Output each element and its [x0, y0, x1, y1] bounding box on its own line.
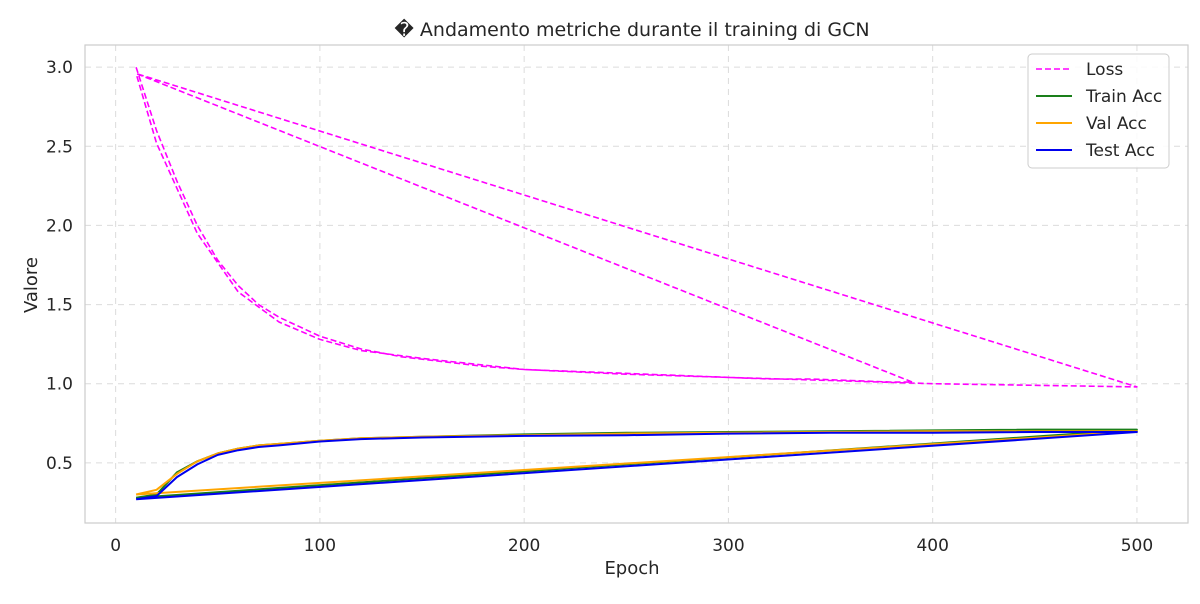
chart-title: � Andamento metriche durante il training… — [394, 18, 869, 41]
x-tick-label: 300 — [712, 536, 744, 556]
x-axis-label: Epoch — [604, 558, 659, 579]
legend-label-train-acc: Train Acc — [1085, 87, 1162, 107]
x-tick-labels: 0 100 200 300 400 500 — [110, 536, 1153, 556]
legend-box — [1027, 53, 1170, 169]
series-line-loss — [135, 66, 1138, 388]
y-axis-label: Valore — [21, 257, 42, 313]
legend: Loss Train Acc Val Acc Test Acc — [1027, 53, 1170, 169]
y-tick-label: 1.5 — [46, 296, 73, 316]
y-tick-label: 1.0 — [46, 375, 73, 395]
legend-label-test-acc: Test Acc — [1085, 141, 1155, 161]
plot-frame — [84, 44, 1189, 524]
series-lines — [135, 66, 1138, 501]
x-tick-label: 100 — [304, 536, 336, 556]
x-tick-label: 0 — [110, 536, 121, 556]
y-tick-label: 3.0 — [46, 58, 73, 78]
y-tick-labels: 0.5 1.0 1.5 2.0 2.5 3.0 — [46, 58, 73, 474]
series-line-test-acc — [135, 431, 1138, 501]
x-tick-label: 200 — [508, 536, 540, 556]
legend-label-val-acc: Val Acc — [1086, 114, 1147, 134]
y-tick-label: 0.5 — [46, 454, 73, 474]
x-tick-label: 400 — [916, 536, 948, 556]
x-tick-label: 500 — [1121, 536, 1153, 556]
y-tick-label: 2.5 — [46, 137, 73, 157]
y-tick-label: 2.0 — [46, 216, 73, 236]
legend-label-loss: Loss — [1086, 60, 1123, 80]
